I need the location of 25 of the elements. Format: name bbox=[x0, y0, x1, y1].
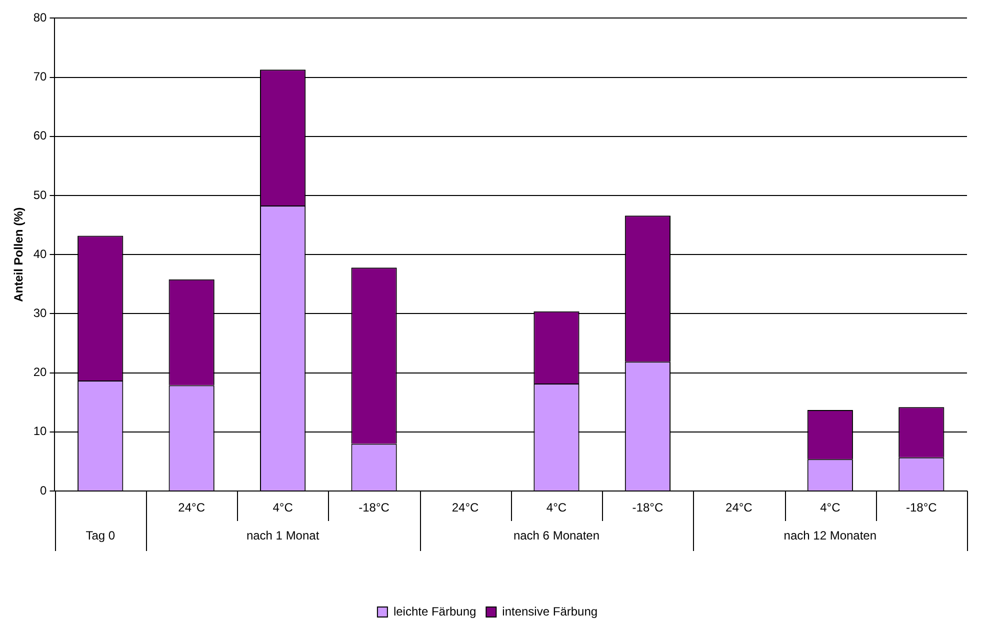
y-axis-title: Anteil Pollen (%) bbox=[12, 207, 26, 302]
y-tick-label: 0 bbox=[40, 483, 48, 498]
text: nach 1 Monat bbox=[246, 528, 320, 542]
x-tick-label: -18°C bbox=[632, 500, 664, 515]
x-tick-label: 24°C bbox=[178, 500, 206, 515]
y-tick-label: 10 bbox=[33, 424, 48, 438]
x-tick-label: -18°C bbox=[906, 500, 938, 515]
x-tick-label: 4°C bbox=[272, 500, 294, 515]
text: nach 6 Monaten bbox=[513, 528, 600, 542]
x-tick-label: 24°C bbox=[726, 500, 753, 515]
x-tick-label: 4°C bbox=[820, 500, 841, 515]
y-tick-label: 70 bbox=[33, 70, 48, 84]
y-tick-label: 40 bbox=[33, 246, 48, 261]
y-tick-label: 20 bbox=[33, 365, 48, 380]
x-tick-label: -18°C bbox=[358, 500, 390, 515]
y-tick-label: 30 bbox=[33, 306, 48, 320]
x-tick-label: 24°C bbox=[452, 500, 479, 515]
text: Tag 0 bbox=[86, 528, 116, 542]
y-tick-label: 60 bbox=[33, 128, 48, 143]
legend-label: leichte Färbung bbox=[393, 604, 476, 618]
x-tick-label: 4°C bbox=[546, 500, 567, 515]
text: nach 12 Monaten bbox=[784, 528, 877, 542]
y-tick-label: 80 bbox=[33, 10, 48, 25]
legend-label: intensive Färbung bbox=[502, 604, 598, 618]
y-tick-label: 50 bbox=[33, 188, 48, 202]
